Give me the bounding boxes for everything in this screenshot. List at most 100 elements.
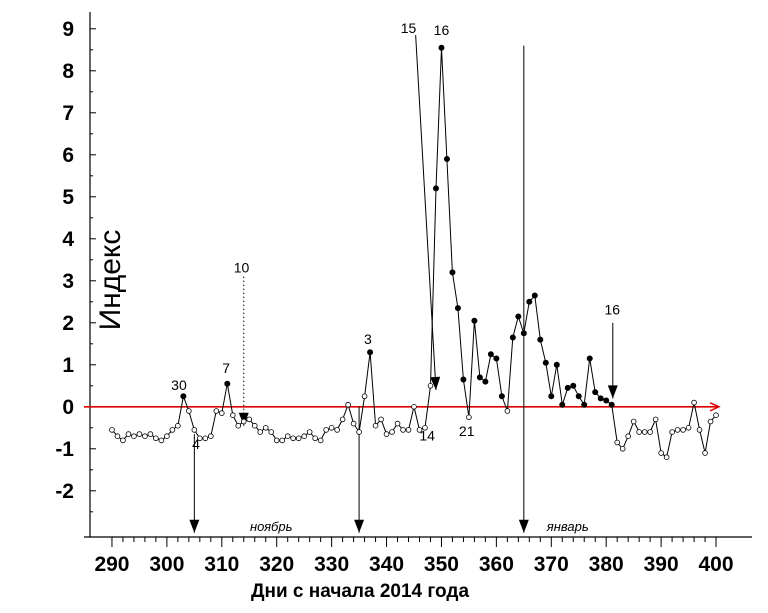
annotation-arrowhead — [354, 519, 365, 533]
data-point-open — [619, 445, 626, 452]
y-axis-label: Индекс — [94, 230, 127, 331]
annotation-arrowhead — [518, 519, 529, 533]
data-point-open — [389, 429, 395, 435]
day-annotation: 16 — [434, 22, 450, 38]
data-point-filled — [570, 382, 577, 389]
y-tick-label: 7 — [62, 102, 74, 125]
data-point-filled — [575, 393, 582, 400]
data-point-filled — [367, 349, 374, 356]
data-point-filled — [498, 393, 505, 400]
data-point-open — [131, 433, 137, 440]
data-point-filled — [531, 292, 538, 299]
data-point-open — [169, 427, 176, 433]
x-tick-label: 390 — [644, 553, 679, 576]
data-point-open — [158, 437, 165, 444]
baseline-arrowhead — [709, 402, 721, 412]
data-point-open — [652, 416, 659, 423]
data-point-open — [416, 427, 423, 433]
data-point-open — [328, 424, 335, 431]
data-point-open — [164, 433, 170, 440]
data-point-open — [125, 431, 132, 437]
month-label: январь — [546, 519, 589, 534]
data-point-filled — [553, 361, 560, 368]
x-tick-label: 290 — [94, 553, 129, 576]
data-point-filled — [493, 355, 500, 362]
data-point-open — [279, 437, 286, 444]
data-point-filled — [454, 305, 461, 312]
data-point-open — [411, 403, 417, 410]
day-annotation: 21 — [459, 423, 475, 439]
annotations-layer: 30 4 7 10 3 14 15 16 21 16 — [171, 20, 620, 452]
x-tick-label: 370 — [534, 553, 569, 576]
x-tick-label: 340 — [369, 553, 404, 576]
data-point-filled — [180, 393, 187, 400]
data-point-open — [339, 416, 346, 423]
data-point-open — [641, 429, 648, 435]
data-point-filled — [460, 376, 467, 383]
day-annotation: 16 — [604, 301, 620, 317]
data-point-open — [658, 450, 664, 456]
annotation-arrowhead — [189, 519, 200, 533]
data-point-open — [427, 382, 434, 389]
x-tick-label: 320 — [259, 553, 294, 576]
data-point-open — [136, 431, 143, 437]
data-point-open — [405, 427, 412, 433]
y-tick-label: 0 — [62, 396, 74, 419]
data-point-open — [142, 433, 148, 440]
data-point-open — [614, 439, 620, 446]
y-tick-label: 5 — [62, 186, 74, 209]
y-tick-label: 3 — [62, 270, 74, 293]
data-point-open — [268, 429, 275, 435]
series-layer — [111, 47, 717, 459]
y-tick-label: 4 — [62, 228, 74, 251]
data-point-open — [246, 416, 253, 423]
data-point-filled — [432, 185, 439, 192]
data-point-open — [378, 416, 384, 423]
day-annotation: 4 — [192, 436, 200, 452]
data-point-open — [504, 408, 511, 414]
data-point-open — [114, 433, 121, 440]
day-annotation: 3 — [364, 331, 372, 347]
data-point-open — [466, 414, 472, 421]
data-point-filled — [597, 395, 604, 402]
data-point-filled — [471, 317, 478, 324]
data-point-open — [218, 410, 225, 416]
data-point-filled — [476, 374, 483, 381]
data-point-open — [273, 437, 280, 444]
data-point-filled — [449, 269, 456, 276]
x-tick-label: 400 — [699, 553, 734, 576]
data-point-filled — [592, 389, 599, 396]
data-point-open — [251, 422, 258, 429]
data-point-open — [202, 435, 209, 442]
data-point-open — [284, 433, 291, 440]
x-tick-label: 310 — [204, 553, 239, 576]
data-point-filled — [586, 355, 593, 362]
data-point-open — [312, 435, 318, 442]
data-point-open — [213, 408, 220, 414]
data-point-open — [109, 427, 115, 433]
data-point-filled — [581, 401, 588, 408]
data-point-open — [191, 427, 198, 433]
data-point-open — [663, 454, 670, 461]
arrows-layer — [189, 35, 618, 533]
data-point-open — [186, 408, 192, 414]
data-point-filled — [515, 313, 522, 320]
data-point-open — [240, 418, 247, 425]
month-label: ноябрь — [250, 519, 293, 534]
y-tick-label: 1 — [62, 354, 74, 377]
baseline-layer — [84, 402, 721, 412]
data-point-open — [422, 424, 428, 431]
axes — [84, 12, 752, 547]
data-point-open — [208, 433, 214, 440]
data-point-open — [685, 424, 692, 431]
data-point-open — [257, 429, 264, 435]
data-point-filled — [443, 155, 450, 162]
data-point-filled — [438, 44, 445, 51]
data-point-open — [323, 427, 329, 433]
y-tick-label: 9 — [62, 18, 74, 41]
data-point-open — [334, 427, 340, 433]
data-point-open — [229, 412, 236, 419]
data-point-open — [707, 418, 714, 425]
